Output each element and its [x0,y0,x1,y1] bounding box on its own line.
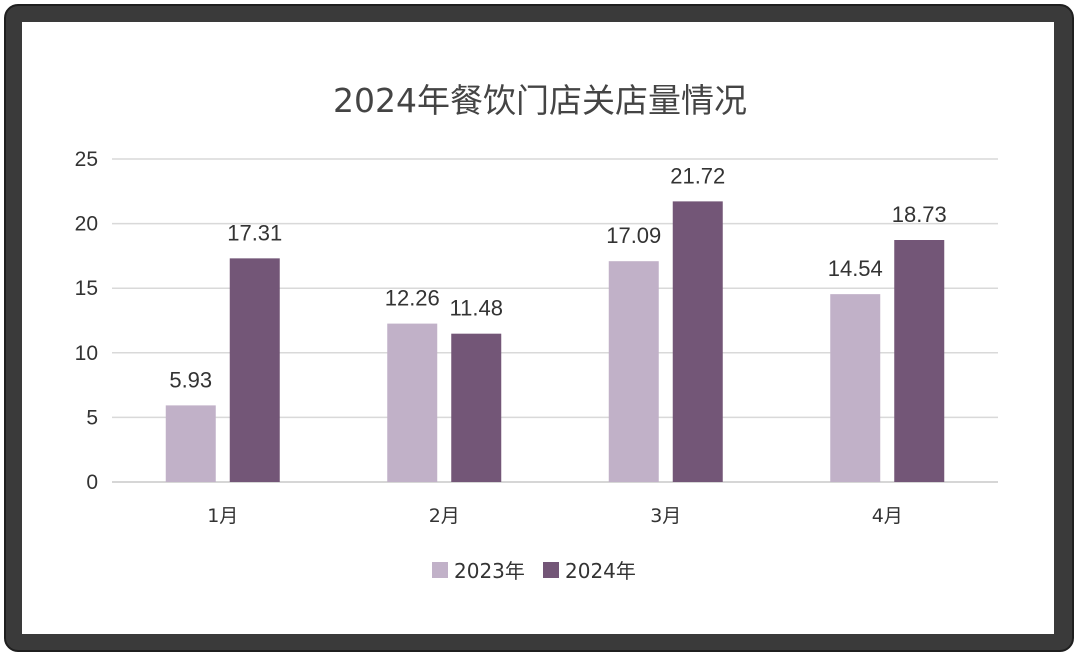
axes: 0 5 10 15 20 25 1月 2月 3月 4月 [75,148,903,527]
legend-swatch [543,562,559,578]
bar-2024年-2月 [451,333,502,482]
bar-2023年-1月 [165,405,216,482]
legend-label: 2024年 [565,559,636,583]
legend-label: 2023年 [454,559,525,583]
y-tick-label: 25 [75,148,98,171]
bar-2023年-3月 [608,261,659,482]
data-label: 14.54 [828,256,883,281]
legend: 2023年 2024年 [432,559,636,583]
data-label: 5.93 [169,367,212,392]
data-label: 17.31 [227,220,282,245]
data-label: 18.73 [892,202,947,227]
x-category-label: 1月 [207,505,238,527]
bar-2024年-1月 [229,258,280,482]
bar-2023年-4月 [830,294,881,482]
bar-2023年-2月 [387,323,438,482]
data-label: 21.72 [670,163,725,188]
data-labels: 5.93 17.31 12.26 11.48 17.09 21.72 14.54 18.73 [169,163,946,392]
legend-swatch [432,562,448,578]
chart-panel [22,22,1054,634]
y-tick-label: 10 [75,342,98,365]
y-tick-label: 20 [75,213,98,236]
chart-title: 2024年餐饮门店关店量情况 [333,81,747,120]
y-tick-label: 0 [86,471,98,494]
x-category-label: 4月 [872,505,903,527]
bar-2024年-4月 [894,240,945,482]
y-tick-label: 5 [86,406,98,429]
bar-2024年-3月 [672,201,723,482]
x-category-label: 3月 [650,505,681,527]
data-label: 12.26 [385,286,440,311]
data-label: 11.48 [450,296,503,321]
data-label: 17.09 [606,223,661,248]
y-tick-label: 15 [75,277,98,300]
bars [165,201,945,482]
x-category-label: 2月 [429,505,460,527]
